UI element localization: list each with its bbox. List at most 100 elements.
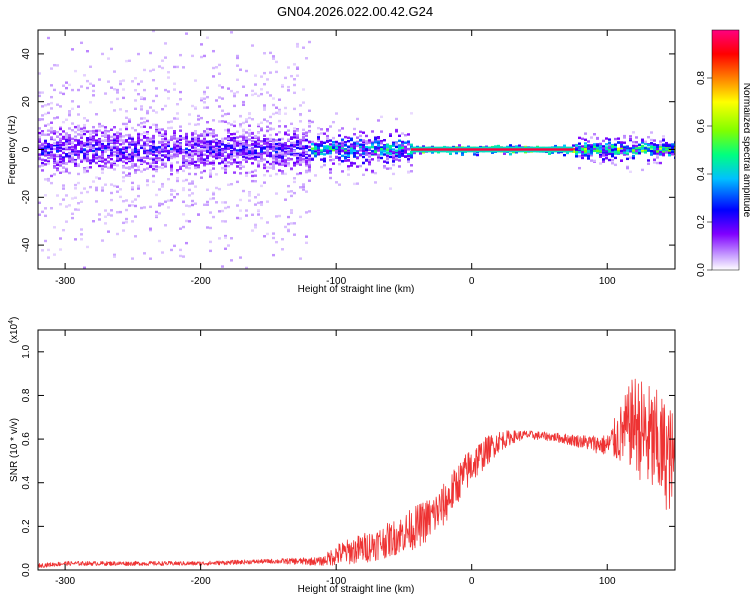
heatmap-cell — [263, 106, 266, 109]
heatmap-cell — [290, 137, 293, 140]
heatmap-cell — [245, 136, 248, 139]
heatmap-cell — [581, 154, 584, 157]
heatmap-cell — [233, 161, 236, 164]
heatmap-cell — [164, 88, 167, 92]
heatmap-cell — [140, 138, 143, 142]
heatmap-cell — [206, 159, 209, 162]
heatmap-cell — [272, 148, 275, 151]
heatmap-cell — [248, 132, 251, 135]
heatmap-cell — [365, 168, 368, 172]
heatmap-cell — [110, 141, 113, 144]
heatmap-cell — [176, 169, 179, 172]
heatmap-cell — [218, 149, 221, 152]
heatmap-cell — [110, 47, 113, 51]
heatmap-cell — [191, 137, 194, 141]
heatmap-cell — [170, 169, 173, 172]
heatmap-cell — [143, 68, 146, 72]
heatmap-cell — [143, 149, 146, 153]
heatmap-cell — [287, 138, 290, 141]
heatmap-cell — [602, 139, 605, 143]
heatmap-cell — [104, 92, 107, 95]
heatmap-cell — [161, 107, 164, 111]
heatmap-cell — [497, 144, 500, 148]
heatmap-cell — [329, 171, 332, 174]
heatmap-cell — [365, 142, 368, 145]
heatmap-cell — [269, 71, 272, 74]
heatmap-cell — [149, 162, 152, 165]
heatmap-cell — [56, 154, 59, 157]
heatmap-cell — [236, 180, 239, 184]
heatmap-cell — [308, 161, 311, 164]
heatmap-cell — [395, 128, 398, 132]
heatmap-cell — [89, 141, 92, 145]
heatmap-cell — [44, 149, 47, 152]
heatmap-cell — [575, 148, 578, 151]
heatmap-cell — [206, 36, 209, 39]
heatmap-cell — [143, 97, 146, 101]
heatmap-cell — [125, 199, 128, 202]
heatmap-cell — [227, 122, 230, 125]
heatmap-cell — [164, 162, 167, 165]
heatmap-cell — [251, 142, 254, 146]
heatmap-cell — [38, 213, 41, 216]
heatmap-cell — [104, 147, 107, 150]
heatmap-cell — [89, 130, 92, 133]
heatmap-cell — [47, 111, 50, 115]
heatmap-cell — [134, 77, 137, 80]
heatmap-cell — [236, 136, 239, 139]
heatmap-cell — [284, 112, 287, 115]
heatmap-cell — [77, 142, 80, 145]
heatmap-cell — [293, 191, 296, 195]
heatmap-cell — [341, 141, 344, 145]
heatmap-cell — [257, 140, 260, 143]
heatmap-cell — [608, 138, 611, 141]
heatmap-cell — [659, 149, 662, 153]
heatmap-cell — [209, 128, 212, 131]
heatmap-cell — [68, 113, 71, 117]
heatmap-cell — [98, 148, 101, 151]
heatmap-cell — [53, 160, 56, 163]
heatmap-cell — [338, 142, 341, 145]
heatmap-cell — [239, 68, 242, 71]
heatmap-cell — [224, 159, 227, 162]
heatmap-cell — [398, 145, 401, 148]
heatmap-cell — [389, 144, 392, 148]
heatmap-cell — [356, 136, 359, 139]
heatmap-cell — [152, 150, 155, 153]
heatmap-cell — [104, 209, 107, 212]
heatmap-cell — [260, 75, 263, 78]
heatmap-cell — [320, 158, 323, 161]
heatmap-cell — [575, 155, 578, 158]
heatmap-cell — [338, 162, 341, 166]
heatmap-cell — [458, 144, 461, 147]
heatmap-cell — [137, 137, 140, 140]
heatmap-cell — [407, 171, 410, 174]
heatmap-cell — [386, 148, 389, 151]
heatmap-cell — [101, 142, 104, 146]
heatmap-cell — [71, 152, 74, 156]
heatmap-cell — [299, 186, 302, 189]
heatmap-cell — [605, 137, 608, 140]
heatmap-cell — [254, 174, 257, 177]
heatmap-cell — [329, 158, 332, 162]
y-tick-label: 40 — [21, 48, 32, 60]
heatmap-cell — [128, 144, 131, 147]
heatmap-cell — [398, 150, 401, 153]
heatmap-cell — [362, 152, 365, 155]
snr-plot-area — [38, 330, 675, 570]
heatmap-cell — [95, 153, 98, 157]
heatmap-cell — [356, 182, 359, 185]
heatmap-cell — [623, 149, 626, 152]
heatmap-cell — [188, 144, 191, 147]
heatmap-cell — [128, 166, 131, 169]
heatmap-cell — [44, 159, 47, 162]
heatmap-cell — [50, 174, 53, 178]
heatmap-cell — [248, 199, 251, 202]
heatmap-cell — [185, 135, 188, 139]
heatmap-cell — [176, 152, 179, 156]
heatmap-cell — [323, 132, 326, 135]
heatmap-cell — [263, 151, 266, 155]
heatmap-cell — [251, 229, 254, 232]
heatmap-cell — [665, 141, 668, 145]
heatmap-cell — [182, 200, 185, 204]
